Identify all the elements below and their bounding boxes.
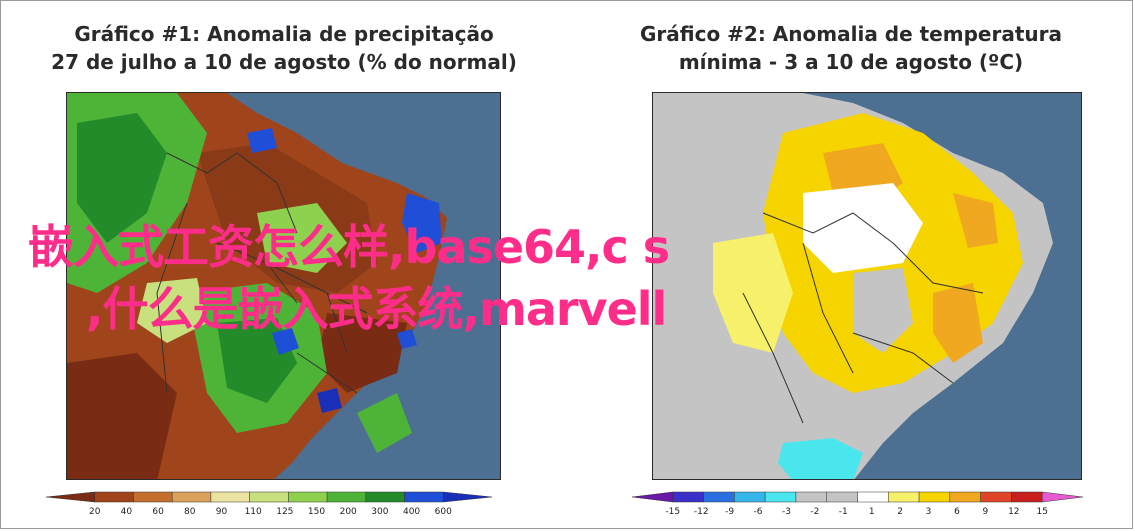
temperature-colorbar-tick-label: -6 <box>754 507 763 517</box>
precipitation-colorbar-tick-label: 20 <box>89 507 101 517</box>
temperature-colorbar-tick-label: -2 <box>810 507 819 517</box>
temperature-colorbar-segment <box>764 491 797 503</box>
panel2-title: Gráfico #2: Anomalia de temperatura míni… <box>567 20 1135 76</box>
very-wet-region <box>247 128 277 153</box>
temperature-colorbar-segment <box>703 491 735 503</box>
temperature-colorbar-segment <box>1041 491 1084 503</box>
dry-region <box>317 313 407 393</box>
temperature-colorbar-segment <box>631 491 674 503</box>
precipitation-colorbar-tick-label: 300 <box>371 507 388 517</box>
temperature-colorbar-segment <box>795 491 827 503</box>
overlay-text-line2: ,什么是嵌入式系统,marvell <box>86 282 667 336</box>
temperature-colorbar-segment <box>672 491 704 503</box>
precipitation-colorbar-graphic: 20 40 60 80 90 110 125 150 200 300 400 600 <box>45 491 493 517</box>
temperature-colorbar-tick-label: 12 <box>1008 507 1019 517</box>
precipitation-colorbar-segment <box>249 491 289 503</box>
temperature-colorbar-tick-label: -3 <box>782 507 791 517</box>
precipitation-colorbar-segment <box>210 491 250 503</box>
precipitation-colorbar-tick-label: 110 <box>245 507 262 517</box>
temperature-colorbar-segment <box>1011 491 1043 503</box>
precipitation-colorbar-segment <box>365 491 405 503</box>
precipitation-colorbar-tick-label: 80 <box>184 507 196 517</box>
precipitation-colorbar-segment <box>404 491 444 503</box>
temperature-colorbar-segment <box>949 491 981 503</box>
temperature-colorbar-tick-label: 1 <box>869 507 875 517</box>
temperature-colorbar-graphic: -15 -12 -9 -6 -3 -2 -1 1 2 3 6 9 12 15 <box>631 491 1084 517</box>
precipitation-colorbar-tick-label: 40 <box>121 507 133 517</box>
panel2-title-line1: Gráfico #2: Anomalia de temperatura <box>640 22 1062 46</box>
precipitation-colorbar: 20 40 60 80 90 110 125 150 200 300 400 600 <box>44 490 494 520</box>
temperature-colorbar-tick-label: 6 <box>954 507 960 517</box>
temperature-colorbar-tick-label: 2 <box>897 507 903 517</box>
very-wet-region <box>272 328 299 355</box>
strong-warm-region <box>933 283 983 363</box>
temperature-colorbar-tick-label: 9 <box>983 507 989 517</box>
cool-region <box>853 268 913 353</box>
wet-region <box>357 393 412 453</box>
panel1-title-line1: Gráfico #1: Anomalia de precipitação <box>74 22 494 46</box>
precipitation-colorbar-segment <box>133 491 173 503</box>
temperature-colorbar-tick-label: -12 <box>694 507 709 517</box>
temperature-map-graphic <box>653 93 1081 479</box>
temperature-colorbar-tick-label: 15 <box>1036 507 1047 517</box>
cold-anomaly-region <box>778 438 863 479</box>
panel1-title: Gráfico #1: Anomalia de precipitação 27 … <box>0 20 568 76</box>
panel1-title-line2: 27 de julho a 10 de agosto (% do normal) <box>51 50 517 74</box>
political-borders <box>156 152 368 394</box>
temperature-colorbar-segment <box>918 491 951 503</box>
temperature-colorbar-tick-label: 3 <box>926 507 932 517</box>
overlay-text-line1: 嵌入式工资怎么样,base64,c s <box>28 220 670 274</box>
temperature-colorbar-tick-label: -9 <box>725 507 734 517</box>
very-wet-region <box>402 193 442 253</box>
precipitation-colorbar-segment <box>94 491 134 503</box>
precipitation-colorbar-segment <box>326 491 367 503</box>
precipitation-colorbar-tick-label: 600 <box>435 507 452 517</box>
temperature-colorbar-segment <box>980 491 1012 503</box>
precipitation-colorbar-tick-label: 60 <box>152 507 164 517</box>
precipitation-colorbar-tick-label: 150 <box>308 507 325 517</box>
temperature-colorbar-tick-label: -1 <box>839 507 848 517</box>
strong-warm-region <box>953 193 998 248</box>
temperature-colorbar-segment <box>734 491 766 503</box>
near-normal-region <box>137 278 207 343</box>
precipitation-colorbar-segment <box>288 491 328 503</box>
temperature-colorbar-tick-label: -15 <box>665 507 680 517</box>
precipitation-colorbar-tick-label: 400 <box>403 507 420 517</box>
precipitation-colorbar-tick-label: 125 <box>276 507 293 517</box>
precipitation-colorbar-tick-label: 90 <box>216 507 228 517</box>
temperature-colorbar-segment <box>888 491 920 503</box>
wet-region <box>77 113 167 243</box>
political-borders <box>742 212 984 424</box>
very-wet-region <box>397 329 417 349</box>
temperature-colorbar: -15 -12 -9 -6 -3 -2 -1 1 2 3 6 9 12 15 <box>630 490 1085 520</box>
temperature-colorbar-segment <box>857 491 889 503</box>
precipitation-colorbar-segment <box>171 491 212 503</box>
precipitation-map <box>66 92 501 480</box>
wet-region <box>257 203 347 273</box>
temperature-map <box>652 92 1082 480</box>
precipitation-colorbar-segment <box>443 491 493 503</box>
precipitation-colorbar-tick-label: 200 <box>340 507 357 517</box>
temperature-colorbar-segment <box>826 491 858 503</box>
precipitation-map-graphic <box>67 93 500 479</box>
dry-region <box>67 353 177 479</box>
near-zero-region <box>803 183 923 273</box>
very-wet-region <box>317 388 342 413</box>
precipitation-colorbar-segment <box>45 491 95 503</box>
warm-anomaly-region <box>713 233 793 353</box>
panel2-title-line2: mínima - 3 a 10 de agosto (ºC) <box>678 50 1024 74</box>
